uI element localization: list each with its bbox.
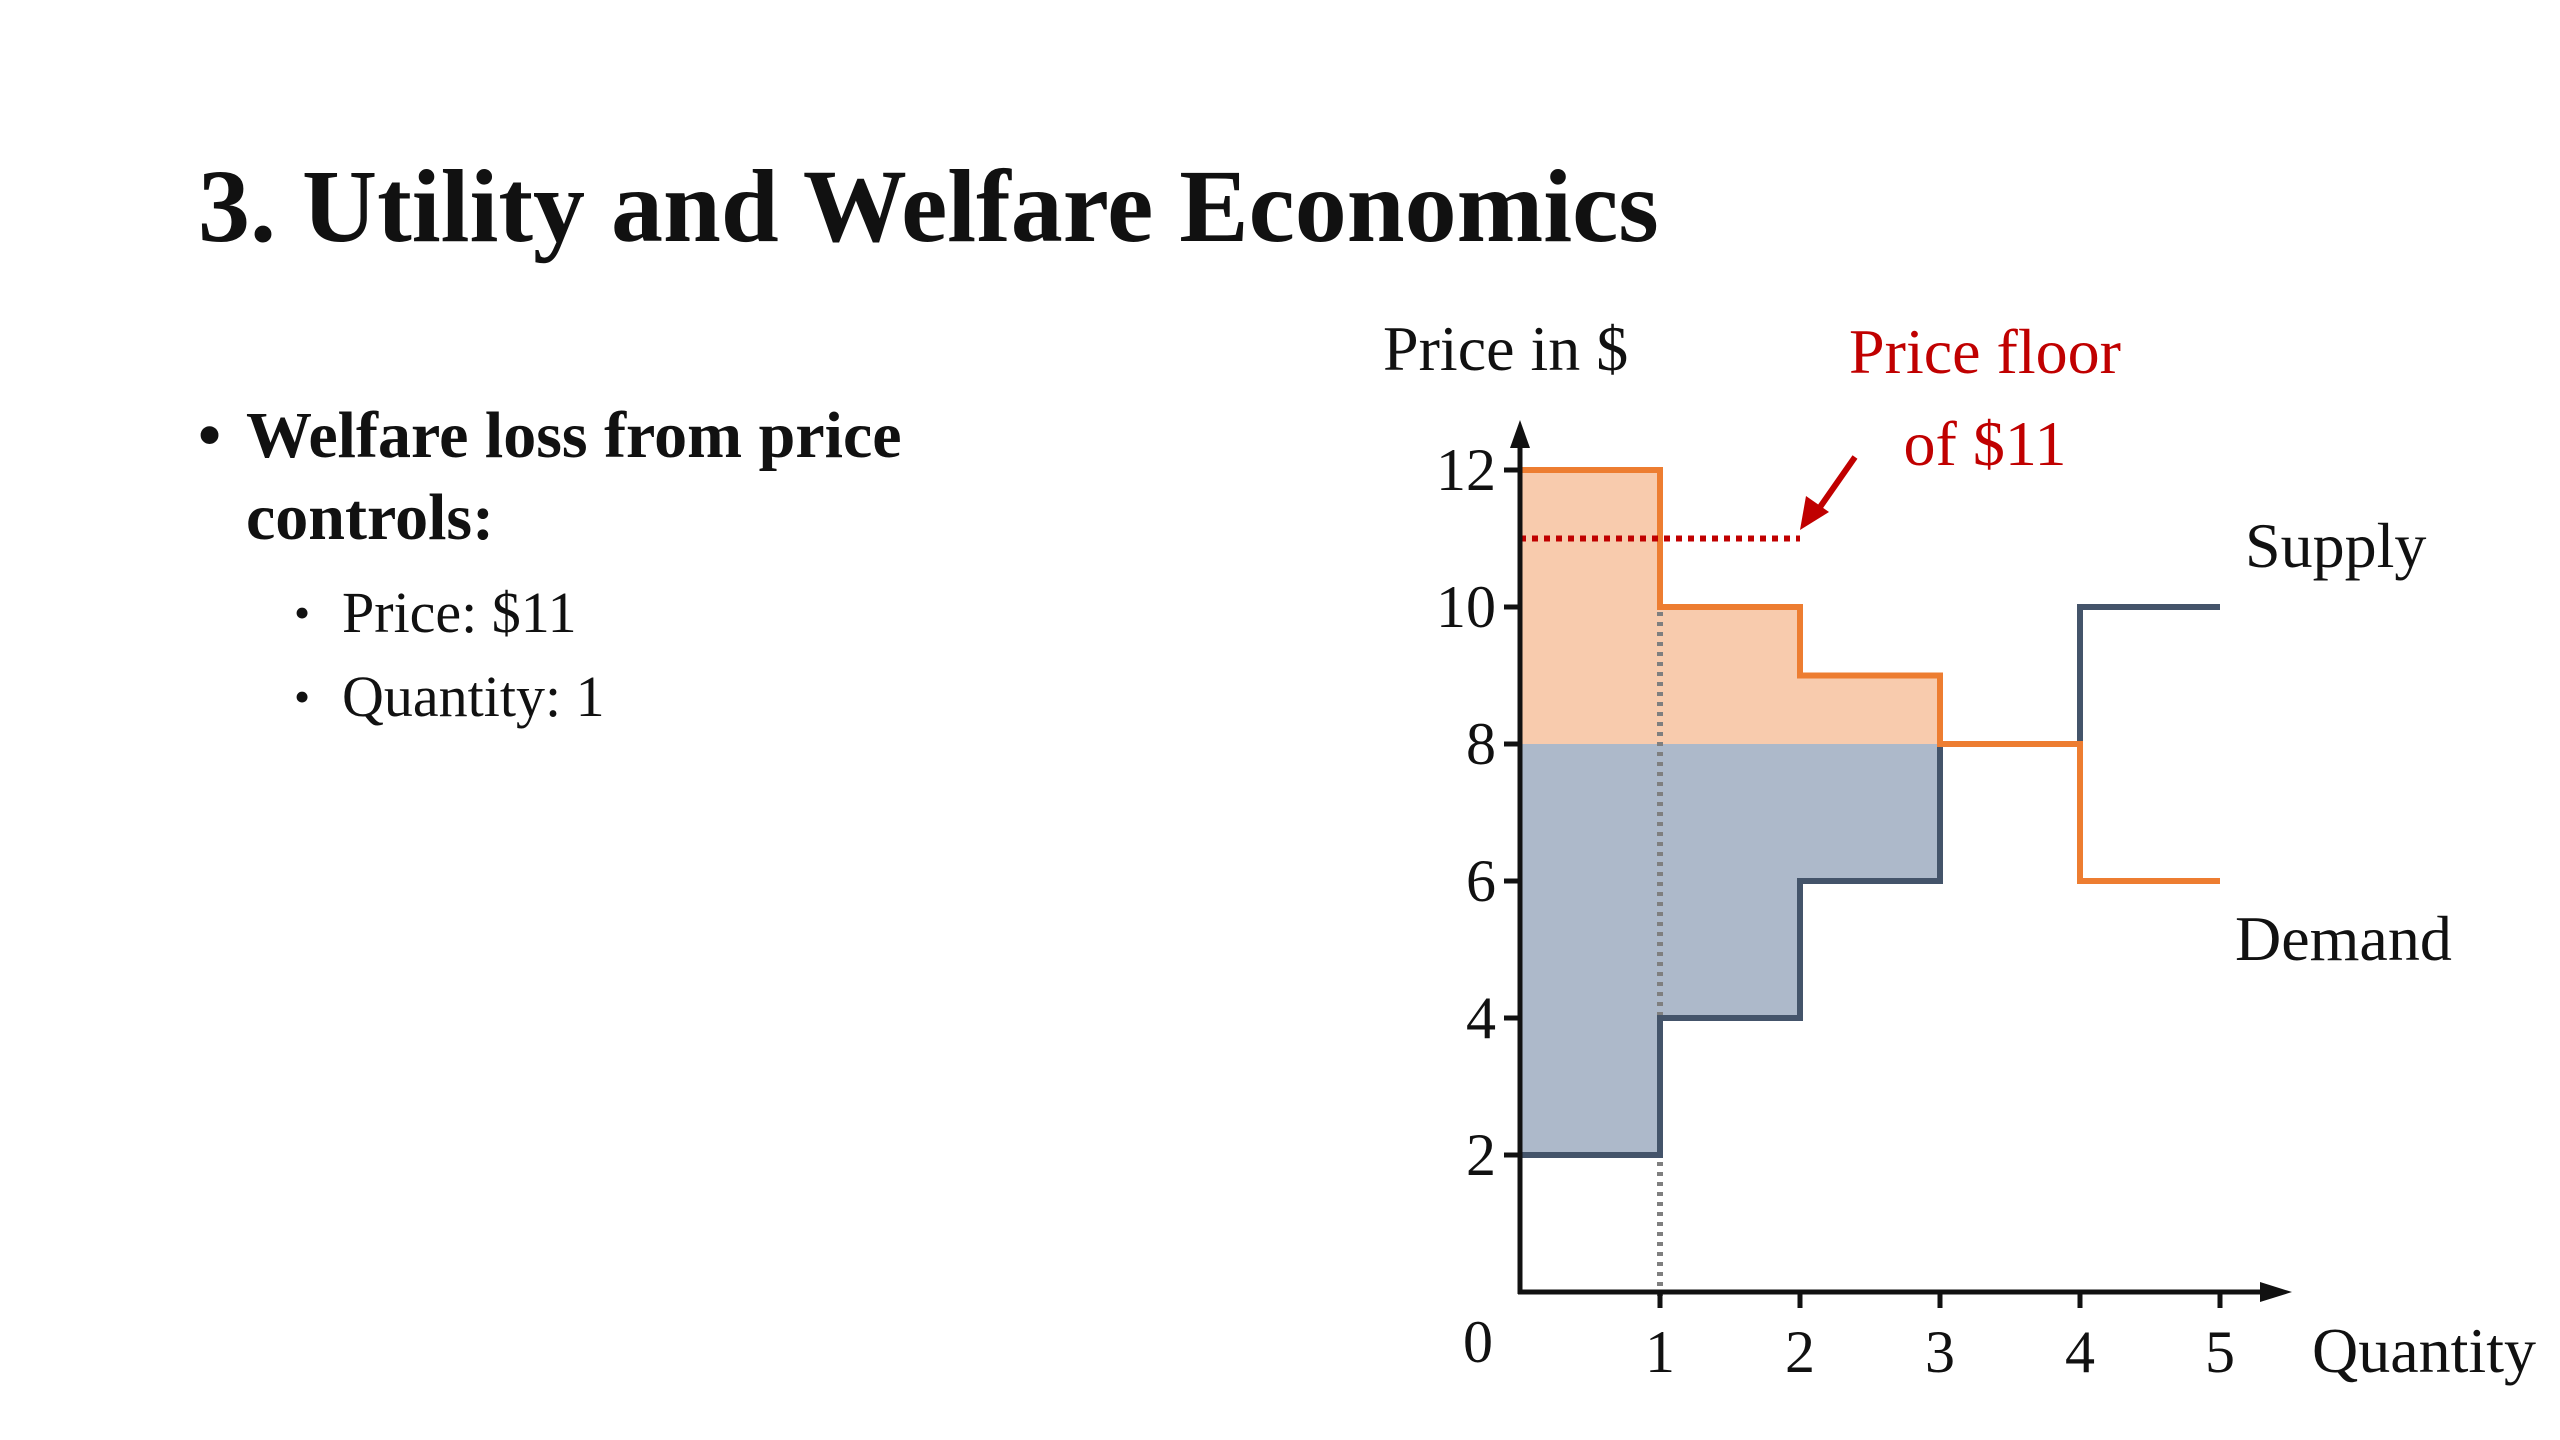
sub-bullet-price: Price: $11: [342, 580, 577, 645]
sub-bullet-list: • Price: $11 • Quantity: 1: [198, 571, 1098, 739]
bullet-list: • Welfare loss from price controls: • Pr…: [198, 395, 1098, 739]
sub-bullet-item: • Quantity: 1: [294, 655, 1098, 739]
x-tick-label: 3: [1925, 1319, 1955, 1385]
price-floor-label: Price floor: [1849, 316, 2121, 387]
y-tick-label: 10: [1436, 574, 1496, 640]
bullet-dot-icon: •: [294, 671, 311, 722]
series-line-demand: [1520, 467, 2220, 884]
x-axis-arrow-icon: [2260, 1282, 2292, 1302]
y-axis-arrow-icon: [1510, 420, 1530, 448]
price-floor-label: of $11: [1904, 408, 2067, 479]
series-label-demand: Demand: [2235, 903, 2452, 974]
x-tick-label: 1: [1645, 1319, 1675, 1385]
bullet-text: Welfare loss from price controls:: [246, 399, 902, 554]
x-tick-label: 4: [2065, 1319, 2095, 1385]
series-line-supply: [1520, 604, 2220, 1158]
y-tick-label: 4: [1466, 985, 1496, 1051]
origin-label: 0: [1463, 1309, 1493, 1375]
slide-title: 3. Utility and Welfare Economics: [198, 149, 1659, 264]
x-axis-label: Quantity: [2312, 1315, 2536, 1386]
sub-bullet-quantity: Quantity: 1: [342, 664, 605, 729]
bullet-dot-icon: •: [198, 399, 222, 472]
y-axis-label: Price in $: [1383, 313, 1628, 384]
producer-surplus-area: [1520, 744, 1940, 1155]
bullet-dot-icon: •: [294, 587, 311, 638]
y-tick-label: 6: [1466, 848, 1496, 914]
x-tick-label: 5: [2205, 1319, 2235, 1385]
sub-bullet-item: • Price: $11: [294, 571, 1098, 655]
x-tick-label: 2: [1785, 1319, 1815, 1385]
y-tick-label: 2: [1466, 1122, 1496, 1188]
y-tick-label: 12: [1436, 437, 1496, 503]
series-label-supply: Supply: [2245, 510, 2426, 581]
y-tick-label: 8: [1466, 711, 1496, 777]
bullet-item: • Welfare loss from price controls:: [198, 395, 1098, 559]
price-floor-arrow-icon: [1800, 496, 1829, 530]
price-floor-arrow-line: [1815, 455, 1858, 512]
